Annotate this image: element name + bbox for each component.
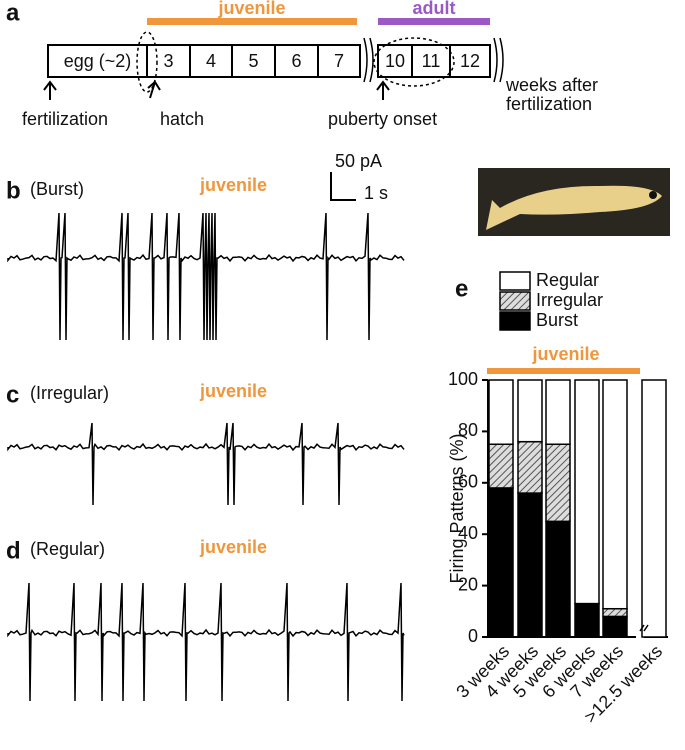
bar-segment	[488, 487, 514, 638]
panel-label: e	[455, 275, 468, 302]
stage-label: adult	[413, 0, 456, 18]
bar-segment	[574, 602, 600, 638]
bar-segment	[602, 615, 628, 638]
fish-eye	[649, 191, 657, 199]
pattern-label: (Burst)	[30, 179, 84, 199]
bar-segment	[488, 443, 514, 489]
trace	[7, 422, 405, 506]
y-tick-label: 60	[458, 472, 478, 492]
legend-swatch	[499, 271, 531, 291]
trace	[7, 582, 405, 702]
y-tick-label: 0	[468, 626, 478, 646]
legend-swatch	[499, 311, 531, 331]
annotation: hatch	[160, 109, 204, 129]
panel-label: c	[6, 381, 19, 408]
annotation: puberty onset	[328, 109, 437, 129]
panel-label: d	[6, 537, 21, 564]
y-tick-label: 20	[458, 574, 478, 594]
stage-bar	[487, 368, 640, 374]
week-label: 6	[291, 51, 301, 71]
axis-break	[639, 624, 649, 632]
legend-label: Irregular	[536, 290, 603, 310]
bar-segment	[545, 443, 571, 523]
axis-note: fertilization	[506, 94, 592, 114]
week-label: 7	[334, 51, 344, 71]
legend-label: Regular	[536, 270, 599, 290]
bar-segment	[574, 379, 600, 605]
y-tick-label: 40	[458, 523, 478, 543]
bar-segment	[602, 607, 628, 618]
adult-bar	[378, 18, 490, 25]
bar-segment	[517, 440, 543, 494]
panel-label: a	[6, 0, 20, 26]
arrows	[43, 80, 390, 100]
y-tick-label: 100	[448, 369, 478, 389]
legend-swatch	[499, 291, 531, 311]
bar-segment	[517, 379, 543, 443]
scale-label: 50 pA	[335, 151, 382, 171]
axis-note: weeks after	[505, 75, 598, 95]
week-label: 3	[163, 51, 173, 71]
annotation: fertilization	[22, 109, 108, 129]
week-label: 11	[422, 51, 441, 71]
week-label: 10	[385, 51, 405, 71]
fish	[486, 185, 662, 230]
bar-segment	[517, 492, 543, 638]
y-tick-label: 80	[458, 420, 478, 440]
stage-label: juvenile	[199, 537, 267, 557]
week-box	[317, 44, 361, 78]
week-label: 12	[460, 51, 480, 71]
pattern-label: (Regular)	[30, 539, 105, 559]
y-axis-label: Firing Patterns (%)	[447, 433, 467, 583]
pattern-label: (Irregular)	[30, 383, 109, 403]
bar-segment	[545, 379, 571, 445]
juvenile-bar	[147, 18, 357, 25]
panel-label: b	[6, 177, 21, 204]
week-label: egg (~2)	[64, 51, 132, 71]
dashed-ellipse	[373, 37, 455, 87]
dashed-ellipse	[136, 31, 158, 93]
bar-segment	[545, 520, 571, 638]
week-label: 5	[248, 51, 258, 71]
bar-segment	[641, 379, 667, 638]
axis-break	[363, 37, 504, 83]
stage-label: juvenile	[199, 175, 267, 195]
trace	[7, 212, 405, 341]
legend-label: Burst	[536, 310, 578, 330]
scale-label: 1 s	[364, 183, 388, 203]
bar-segment	[602, 379, 628, 610]
scale-bar	[330, 172, 356, 201]
stage-label: juvenile	[199, 381, 267, 401]
week-box	[449, 44, 491, 78]
stage-label: juvenile	[217, 0, 285, 18]
week-label: 4	[206, 51, 216, 71]
bar-segment	[488, 379, 514, 445]
stage-label: juvenile	[531, 344, 599, 364]
